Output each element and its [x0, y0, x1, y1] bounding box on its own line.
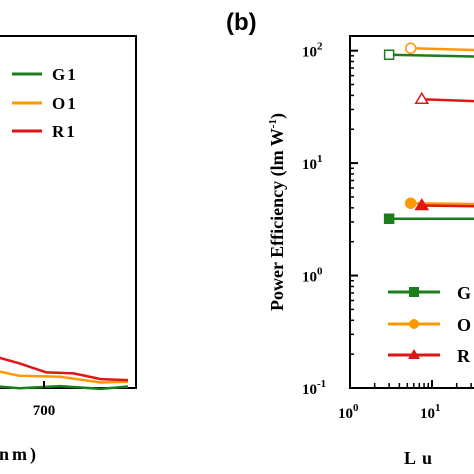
- series-marker-b-4: [404, 42, 417, 55]
- x-tick-label-b: 100: [338, 402, 359, 422]
- x-axis-label-b: Lu: [404, 448, 438, 468]
- x-ticks-a: 700: [33, 381, 56, 419]
- y-tick-base: 10: [302, 157, 317, 173]
- series-marker-b-3: [383, 49, 395, 60]
- series-line-b-3: [389, 53, 474, 58]
- series-line-g1: [0, 384, 129, 391]
- y-tick-base: 10: [302, 45, 317, 61]
- legend-label-g: G: [457, 283, 471, 303]
- x-tick-exponent: 1: [435, 402, 441, 414]
- panel-a: 700 G1 O1 R1 (nm): [0, 35, 137, 465]
- y-axis-label-sup: -1: [267, 119, 279, 128]
- series-line-o1: [0, 370, 129, 384]
- panel-label-b: (b): [226, 9, 257, 36]
- series-line-r1: [0, 356, 129, 382]
- y-tick-label-b: 100: [302, 266, 323, 286]
- legend-label-r: R: [457, 346, 471, 366]
- legend-label-o1: O1: [52, 94, 78, 113]
- series-marker-b-0: [383, 213, 395, 224]
- plot-frame-b: [349, 35, 474, 389]
- series-line-b-2: [421, 204, 474, 208]
- x-tick-base: 10: [338, 406, 353, 422]
- y-tick-exponent: 2: [317, 41, 323, 53]
- x-ticks-b: 100 101: [338, 380, 472, 422]
- y-tick-label-b: 10-1: [302, 378, 326, 398]
- y-tick-base: 10: [302, 270, 317, 286]
- y-tick-base: 10: [302, 382, 317, 398]
- series-line-b-5: [421, 97, 474, 103]
- y-tick-label-b: 101: [302, 153, 323, 173]
- legend-b: G O R: [388, 283, 471, 366]
- y-axis-label-close: ): [267, 113, 288, 119]
- plot-frame-a: [0, 35, 137, 389]
- series-marker-b-1: [404, 197, 417, 209]
- legend-marker-r: [408, 349, 420, 359]
- series-line-b-4: [410, 47, 474, 52]
- x-axis-label-a: (nm): [0, 444, 39, 465]
- y-axis-label-text: Power Efficiency (lm W: [267, 128, 288, 311]
- y-axis-label-b: Power Efficiency (lm W-1): [267, 113, 288, 311]
- legend-marker-g: [409, 287, 419, 297]
- series-marker-b-5: [414, 91, 430, 104]
- y-tick-exponent: -1: [317, 378, 326, 390]
- y-tick-label-b: 102: [302, 41, 323, 61]
- y-tick-exponent: 1: [317, 153, 323, 165]
- y-tick-exponent: 0: [317, 266, 323, 278]
- legend-label-r1: R1: [52, 122, 77, 141]
- legend-label-o: O: [457, 315, 471, 335]
- legend-marker-o: [409, 319, 419, 329]
- x-tick-base: 10: [420, 406, 435, 422]
- spectra-series: [0, 356, 129, 391]
- legend-label-g1: G1: [52, 65, 78, 84]
- efficiency-series: [383, 42, 474, 224]
- legend-a: G1 O1 R1: [12, 65, 78, 141]
- x-tick-label-b: 101: [420, 402, 441, 422]
- series-marker-b-2: [414, 198, 430, 211]
- x-tick-exponent: 0: [353, 402, 359, 414]
- x-tick-label-a: 700: [33, 403, 56, 419]
